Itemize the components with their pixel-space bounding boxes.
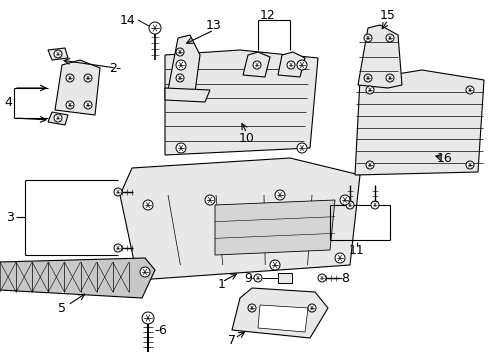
Text: 9: 9 bbox=[244, 271, 251, 284]
Text: 15: 15 bbox=[379, 9, 395, 22]
Circle shape bbox=[140, 267, 150, 277]
Circle shape bbox=[307, 304, 315, 312]
Circle shape bbox=[339, 195, 349, 205]
Polygon shape bbox=[258, 305, 307, 332]
Circle shape bbox=[365, 86, 373, 94]
Polygon shape bbox=[278, 273, 291, 283]
Circle shape bbox=[385, 74, 393, 82]
Text: 16: 16 bbox=[436, 152, 452, 165]
Text: 11: 11 bbox=[348, 243, 364, 257]
Circle shape bbox=[269, 260, 280, 270]
Circle shape bbox=[465, 86, 473, 94]
Circle shape bbox=[54, 50, 62, 58]
Polygon shape bbox=[278, 52, 305, 77]
Text: 8: 8 bbox=[340, 271, 348, 284]
Text: 7: 7 bbox=[227, 333, 236, 346]
Polygon shape bbox=[357, 25, 401, 88]
Text: 14: 14 bbox=[120, 14, 136, 27]
Circle shape bbox=[296, 60, 306, 70]
Circle shape bbox=[54, 114, 62, 122]
Circle shape bbox=[149, 22, 161, 34]
Polygon shape bbox=[120, 158, 359, 280]
Polygon shape bbox=[168, 35, 200, 92]
Text: 12: 12 bbox=[260, 9, 275, 22]
Text: 6: 6 bbox=[158, 324, 165, 337]
Circle shape bbox=[142, 312, 154, 324]
Circle shape bbox=[363, 74, 371, 82]
Text: 4: 4 bbox=[4, 95, 12, 108]
Text: 13: 13 bbox=[206, 18, 222, 32]
Circle shape bbox=[274, 190, 285, 200]
Circle shape bbox=[370, 201, 378, 209]
Circle shape bbox=[142, 200, 153, 210]
Circle shape bbox=[252, 61, 261, 69]
Circle shape bbox=[84, 74, 92, 82]
Circle shape bbox=[204, 195, 215, 205]
Text: 3: 3 bbox=[6, 211, 14, 224]
Polygon shape bbox=[231, 288, 327, 338]
Text: 10: 10 bbox=[239, 131, 254, 144]
Polygon shape bbox=[243, 52, 269, 77]
Circle shape bbox=[365, 161, 373, 169]
Circle shape bbox=[385, 34, 393, 42]
Circle shape bbox=[114, 188, 122, 196]
Circle shape bbox=[84, 101, 92, 109]
Circle shape bbox=[114, 244, 122, 252]
Polygon shape bbox=[215, 200, 334, 255]
Polygon shape bbox=[0, 258, 155, 298]
Circle shape bbox=[176, 74, 183, 82]
Circle shape bbox=[176, 60, 185, 70]
Circle shape bbox=[317, 274, 325, 282]
Circle shape bbox=[286, 61, 294, 69]
Polygon shape bbox=[354, 70, 483, 175]
Circle shape bbox=[176, 143, 185, 153]
Circle shape bbox=[346, 201, 353, 209]
Polygon shape bbox=[48, 48, 68, 60]
Circle shape bbox=[296, 143, 306, 153]
Circle shape bbox=[66, 74, 74, 82]
Polygon shape bbox=[48, 112, 68, 125]
Circle shape bbox=[465, 161, 473, 169]
Polygon shape bbox=[55, 60, 100, 115]
Circle shape bbox=[253, 274, 262, 282]
Text: 2: 2 bbox=[109, 62, 117, 75]
Circle shape bbox=[247, 304, 256, 312]
Circle shape bbox=[176, 48, 183, 56]
Text: 1: 1 bbox=[218, 279, 225, 292]
Circle shape bbox=[334, 253, 345, 263]
Circle shape bbox=[66, 101, 74, 109]
Text: 5: 5 bbox=[58, 302, 66, 315]
Polygon shape bbox=[164, 88, 209, 102]
Circle shape bbox=[363, 34, 371, 42]
Polygon shape bbox=[164, 50, 317, 155]
